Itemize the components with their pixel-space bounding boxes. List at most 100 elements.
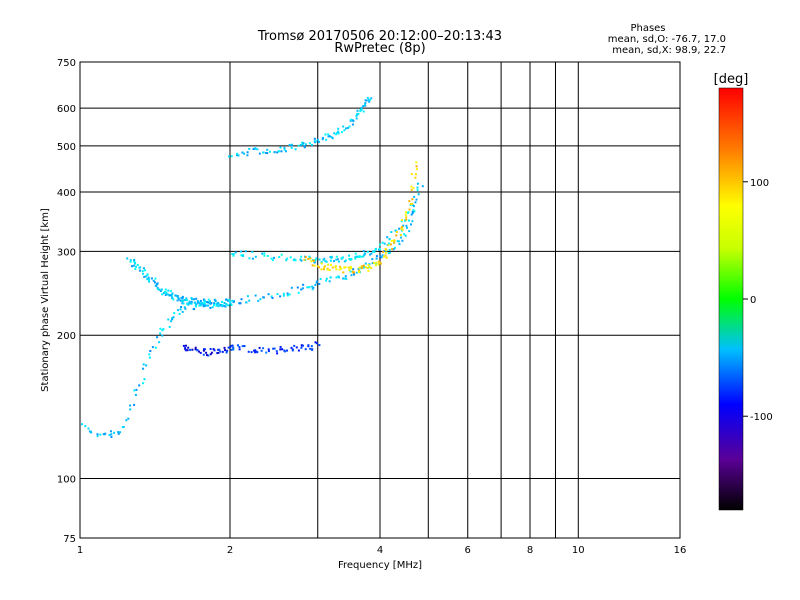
data-point bbox=[349, 270, 352, 273]
data-point bbox=[276, 352, 279, 355]
data-point bbox=[293, 258, 296, 261]
data-point bbox=[216, 352, 219, 355]
data-point bbox=[315, 342, 318, 345]
data-point bbox=[344, 275, 347, 278]
data-point bbox=[251, 250, 254, 253]
data-point bbox=[338, 268, 341, 271]
data-point bbox=[291, 348, 294, 351]
data-point bbox=[282, 292, 285, 295]
data-point bbox=[337, 275, 340, 278]
data-point bbox=[322, 258, 325, 261]
data-point bbox=[148, 356, 151, 359]
data-point bbox=[330, 136, 333, 139]
data-point bbox=[136, 264, 139, 266]
data-point bbox=[343, 129, 346, 132]
data-point bbox=[181, 310, 184, 313]
data-point bbox=[360, 106, 363, 109]
data-point bbox=[370, 252, 373, 255]
data-point bbox=[143, 275, 146, 278]
data-point bbox=[145, 364, 148, 367]
data-point bbox=[412, 209, 415, 212]
data-point bbox=[206, 354, 208, 357]
data-point bbox=[191, 348, 194, 351]
data-point bbox=[286, 257, 289, 260]
data-point bbox=[297, 291, 300, 294]
data-point bbox=[213, 349, 216, 352]
data-point bbox=[227, 299, 229, 302]
data-point bbox=[271, 297, 274, 299]
data-point bbox=[245, 301, 248, 304]
data-point bbox=[280, 253, 283, 256]
data-point bbox=[383, 242, 386, 245]
data-point bbox=[133, 403, 136, 406]
data-point bbox=[259, 298, 262, 301]
data-point bbox=[311, 285, 314, 288]
data-point bbox=[232, 346, 235, 349]
data-point bbox=[202, 349, 205, 352]
data-point bbox=[276, 151, 279, 154]
data-point bbox=[273, 347, 276, 350]
data-point bbox=[368, 266, 371, 269]
data-point bbox=[401, 225, 403, 228]
data-point bbox=[243, 152, 246, 155]
data-point bbox=[177, 296, 180, 299]
data-point bbox=[213, 304, 215, 307]
data-point bbox=[369, 253, 371, 256]
data-point bbox=[262, 347, 265, 350]
data-point bbox=[328, 135, 331, 138]
data-point bbox=[364, 266, 367, 269]
data-point bbox=[275, 350, 278, 353]
data-point bbox=[198, 301, 201, 304]
data-point bbox=[351, 123, 354, 126]
data-point bbox=[374, 248, 377, 251]
data-point bbox=[267, 293, 270, 296]
data-point bbox=[311, 348, 314, 351]
data-point bbox=[181, 297, 184, 300]
data-point bbox=[236, 154, 238, 157]
data-point bbox=[397, 240, 400, 243]
data-point bbox=[229, 302, 232, 305]
data-point bbox=[238, 346, 241, 348]
data-point bbox=[158, 288, 161, 291]
data-point bbox=[325, 279, 328, 282]
data-point bbox=[202, 353, 205, 356]
data-point bbox=[398, 243, 401, 246]
data-point bbox=[270, 295, 273, 298]
y-tick-label: 500 bbox=[57, 142, 76, 153]
data-point bbox=[185, 299, 188, 302]
data-point bbox=[172, 298, 175, 301]
y-tick-label: 750 bbox=[57, 58, 76, 69]
data-point bbox=[87, 427, 90, 430]
data-point bbox=[154, 277, 157, 280]
data-point bbox=[207, 301, 210, 304]
data-point bbox=[350, 267, 353, 270]
data-point bbox=[110, 435, 113, 438]
data-point bbox=[205, 351, 208, 354]
data-point bbox=[355, 115, 358, 117]
data-point bbox=[247, 350, 250, 353]
data-point bbox=[327, 135, 330, 138]
data-point bbox=[204, 304, 207, 307]
x-tick-label: 16 bbox=[674, 545, 687, 556]
data-point bbox=[283, 148, 286, 151]
data-point bbox=[360, 265, 363, 268]
data-point bbox=[408, 200, 411, 203]
data-point bbox=[210, 351, 213, 354]
data-point bbox=[199, 299, 202, 302]
data-point bbox=[362, 266, 365, 269]
data-point bbox=[171, 292, 174, 295]
x-tick-label: 4 bbox=[377, 545, 383, 556]
data-point bbox=[370, 97, 373, 100]
data-point bbox=[288, 293, 291, 296]
data-point bbox=[202, 298, 205, 301]
data-point bbox=[273, 256, 275, 259]
data-point bbox=[367, 269, 370, 272]
data-point bbox=[228, 298, 231, 301]
data-point bbox=[327, 133, 330, 136]
data-point bbox=[263, 252, 266, 255]
data-point bbox=[342, 277, 345, 280]
data-point bbox=[321, 138, 324, 141]
data-point bbox=[271, 259, 274, 262]
data-point bbox=[300, 288, 303, 291]
data-point bbox=[125, 419, 128, 422]
